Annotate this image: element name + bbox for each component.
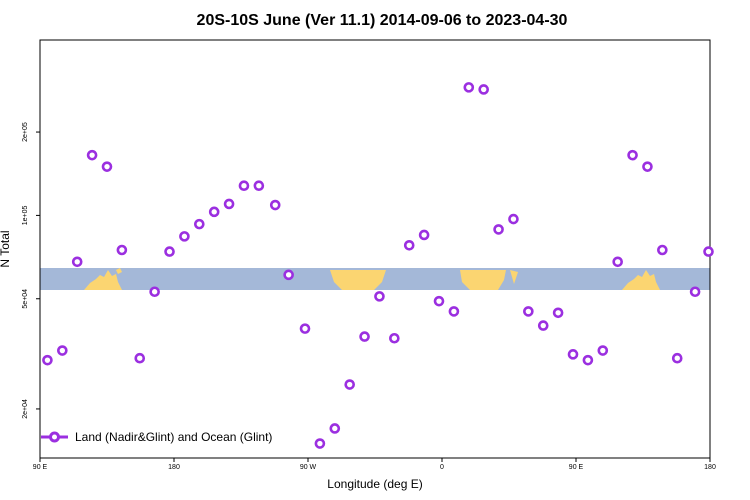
data-points [42,82,714,449]
data-point [433,295,445,307]
data-point [552,307,564,319]
data-point [642,161,653,172]
chart-title: 20S-10S June (Ver 11.1) 2014-09-06 to 20… [197,12,568,29]
land-madagascar [510,270,518,284]
data-point [463,82,475,93]
y-axis-label: N Total [0,230,12,267]
data-point [418,229,430,241]
data-point [314,438,326,449]
data-point [403,239,415,251]
data-point [689,286,701,298]
y-tick-label: 5e+04 [22,289,29,309]
data-point [208,206,220,218]
data-point [164,246,175,257]
data-point [359,331,370,342]
data-point [57,345,68,356]
data-point [253,180,265,192]
data-point [627,149,638,161]
x-tick-label: 180 [704,464,716,471]
data-point [269,199,281,211]
data-point [657,244,668,256]
data-point [223,198,235,210]
legend-label: Land (Nadir&Glint) and Ocean (Glint) [75,430,272,444]
data-point [283,269,294,281]
land-africa [460,270,506,290]
legend: Land (Nadir&Glint) and Ocean (Glint) [41,430,272,444]
data-point [329,423,341,434]
data-point [671,352,683,364]
legend-marker [49,431,60,443]
data-point [582,354,594,366]
x-tick-label: 180 [168,464,180,471]
plot-frame [39,39,711,459]
y-tick-label: 2e+05 [22,122,29,142]
data-point [612,256,623,268]
x-tick-label: 90 E [569,464,584,471]
world-map-strip [40,268,710,290]
data-point [179,231,190,242]
data-point [374,291,385,302]
land-south-america [330,270,386,290]
data-point [597,345,609,356]
data-point [508,213,519,225]
data-point [448,306,460,317]
data-point [523,306,534,317]
x-axis-label: Longitude (deg E) [327,477,422,491]
data-point [537,320,549,331]
x-axis: 90 E 180 90 W 0 90 E 180 [33,458,716,471]
land-islands [116,268,122,274]
data-point [134,352,146,364]
data-point [42,354,53,366]
data-point [344,379,355,390]
x-tick-label: 90 W [300,464,317,471]
data-point [194,218,205,230]
data-point [238,180,250,192]
data-point [478,84,489,95]
x-tick-label: 90 E [33,464,48,471]
x-tick-label: 0 [440,464,444,471]
data-point [703,246,714,257]
data-point [71,256,83,268]
data-point [389,332,400,344]
y-axis: 2e+04 5e+04 1e+05 2e+05 [22,122,40,419]
data-point [149,286,160,298]
data-point [299,323,311,334]
y-tick-label: 1e+05 [22,205,29,225]
data-point [86,149,98,161]
land-australia [84,270,122,290]
data-point [116,244,128,256]
data-point [493,224,504,235]
data-point [567,349,579,360]
data-point [101,161,113,172]
y-tick-label: 2e+04 [22,399,29,419]
land-australia-repeat [622,270,660,290]
